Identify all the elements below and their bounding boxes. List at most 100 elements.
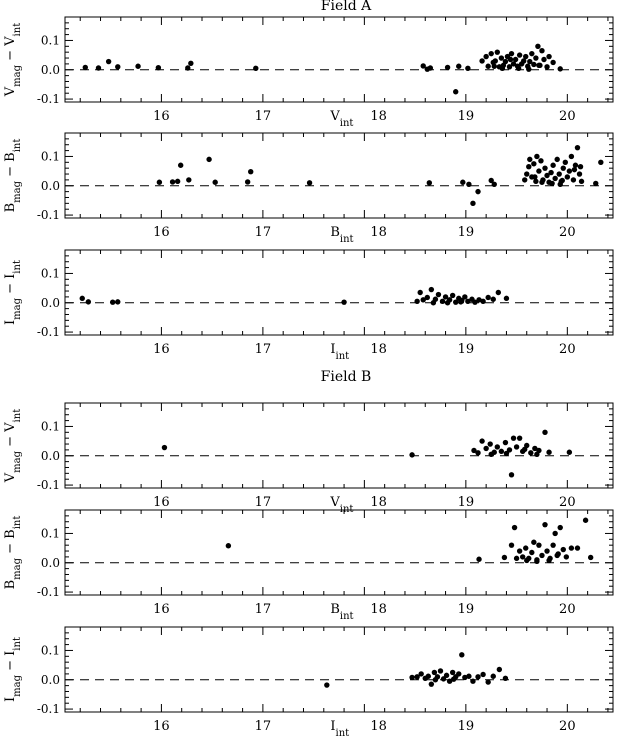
- data-point: [456, 671, 462, 677]
- data-point: [534, 451, 540, 457]
- data-point: [503, 450, 510, 457]
- data-point: [177, 162, 184, 168]
- data-point: [568, 153, 575, 160]
- data-point: [524, 557, 530, 564]
- data-point: [472, 299, 478, 305]
- y-tick-label: -0.1: [37, 478, 60, 492]
- data-point: [508, 472, 515, 478]
- panel-2: 16 17 18 19 20 -0.1 0.0 0.1 Bint Bmag − Bint: [3, 132, 614, 245]
- data-point: [550, 542, 556, 548]
- y-tick-label: -0.1: [37, 585, 60, 599]
- data-point: [546, 557, 552, 564]
- x-tick-label: 20: [559, 109, 576, 124]
- data-point: [571, 166, 578, 173]
- data-point: [409, 674, 415, 681]
- data-point: [491, 181, 497, 187]
- data-point: [528, 450, 534, 456]
- data-point: [523, 545, 529, 551]
- data-point: [462, 294, 468, 300]
- data-point: [488, 177, 494, 184]
- data-point: [544, 64, 550, 70]
- data-point: [488, 451, 494, 457]
- data-point: [479, 438, 485, 444]
- x-tick-label: 18: [370, 342, 387, 357]
- data-point: [306, 180, 313, 186]
- data-point: [550, 59, 556, 66]
- data-point: [574, 144, 581, 151]
- data-point: [483, 445, 489, 452]
- y-tick-label: 0.0: [41, 449, 60, 463]
- data-point: [188, 60, 194, 67]
- data-point: [435, 291, 442, 298]
- data-point: [546, 449, 552, 455]
- data-point: [479, 58, 485, 64]
- data-point: [531, 61, 537, 68]
- data-point: [487, 441, 493, 447]
- y-tick-label: 0.1: [41, 266, 60, 280]
- data-point: [169, 179, 176, 185]
- y-tick-label: 0.1: [41, 149, 60, 163]
- data-point: [510, 435, 517, 441]
- panel-5: 16 17 18 19 20 -0.1 0.0 0.1 Bint Bmag − Bint: [3, 509, 614, 622]
- data-point: [552, 175, 558, 182]
- data-point: [418, 671, 424, 677]
- data-point: [531, 161, 537, 167]
- data-point: [557, 524, 563, 531]
- data-point: [531, 539, 537, 545]
- data-point: [439, 298, 446, 304]
- x-tick-label: 18: [370, 719, 387, 734]
- data-point: [414, 674, 420, 680]
- data-point: [507, 56, 514, 63]
- data-point: [485, 63, 491, 69]
- x-axis-label: Vint: [329, 495, 353, 515]
- plot-frame: [64, 402, 614, 489]
- x-tick-label: 18: [370, 602, 387, 617]
- data-point: [449, 669, 456, 676]
- y-tick-label: 0.1: [41, 33, 60, 47]
- data-point: [526, 66, 532, 72]
- y-axis-label: Bmag − Bint: [3, 516, 23, 590]
- y-axis-label: Bmag − Bint: [3, 139, 23, 213]
- data-point: [550, 162, 556, 168]
- data-point: [516, 52, 523, 58]
- data-point: [483, 53, 489, 60]
- data-point: [466, 673, 472, 679]
- data-point: [578, 178, 585, 185]
- data-point: [577, 164, 584, 170]
- data-point: [560, 165, 566, 171]
- x-tick-label: 16: [153, 109, 170, 124]
- data-point: [572, 162, 579, 168]
- data-point: [460, 179, 466, 185]
- data-point: [498, 55, 505, 61]
- y-tick-label: 0.0: [41, 673, 60, 687]
- data-point: [556, 171, 562, 177]
- y-tick-label: 0.0: [41, 296, 60, 310]
- data-point: [442, 294, 449, 300]
- data-point: [456, 63, 462, 69]
- data-point: [532, 174, 538, 180]
- data-point: [522, 177, 528, 183]
- data-point: [426, 180, 433, 186]
- data-point: [574, 545, 581, 551]
- data-point: [475, 674, 481, 680]
- data-point: [527, 58, 533, 65]
- y-axis-label: Vmag − Vint: [3, 409, 23, 483]
- data-point: [453, 89, 459, 95]
- plot-frame: [64, 626, 614, 713]
- data-point: [549, 180, 555, 187]
- data-point: [186, 177, 192, 183]
- data-point: [109, 299, 116, 305]
- panel-1: 16 17 18 19 20 -0.1 0.0 0.1 Vint Vmag − Vint: [3, 16, 614, 129]
- data-point: [430, 300, 437, 306]
- data-point: [465, 298, 471, 304]
- data-point: [115, 299, 121, 305]
- data-point: [428, 286, 435, 293]
- data-point: [523, 53, 529, 60]
- data-point: [541, 56, 547, 63]
- data-point: [480, 298, 486, 304]
- data-point: [516, 435, 523, 441]
- data-point: [519, 554, 526, 560]
- data-point: [502, 439, 509, 446]
- data-point: [587, 554, 594, 561]
